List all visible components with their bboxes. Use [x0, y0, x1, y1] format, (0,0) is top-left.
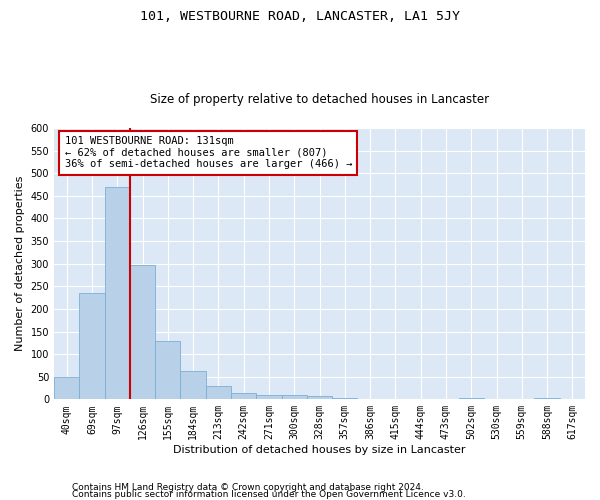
Bar — [155, 342, 181, 400]
Bar — [206, 386, 231, 400]
Bar — [256, 396, 281, 400]
Y-axis label: Number of detached properties: Number of detached properties — [15, 176, 25, 352]
X-axis label: Distribution of detached houses by size in Lancaster: Distribution of detached houses by size … — [173, 445, 466, 455]
Text: 101, WESTBOURNE ROAD, LANCASTER, LA1 5JY: 101, WESTBOURNE ROAD, LANCASTER, LA1 5JY — [140, 10, 460, 23]
Bar — [281, 395, 307, 400]
Bar — [458, 398, 484, 400]
Text: Contains HM Land Registry data © Crown copyright and database right 2024.: Contains HM Land Registry data © Crown c… — [72, 484, 424, 492]
Bar — [307, 396, 332, 400]
Text: 101 WESTBOURNE ROAD: 131sqm
← 62% of detached houses are smaller (807)
36% of se: 101 WESTBOURNE ROAD: 131sqm ← 62% of det… — [65, 136, 352, 170]
Bar — [231, 392, 256, 400]
Text: Contains public sector information licensed under the Open Government Licence v3: Contains public sector information licen… — [72, 490, 466, 499]
Bar — [130, 264, 155, 400]
Bar — [54, 376, 79, 400]
Bar — [332, 398, 358, 400]
Bar — [535, 398, 560, 400]
Bar — [79, 293, 104, 400]
Bar — [104, 187, 130, 400]
Bar — [181, 371, 206, 400]
Title: Size of property relative to detached houses in Lancaster: Size of property relative to detached ho… — [150, 93, 489, 106]
